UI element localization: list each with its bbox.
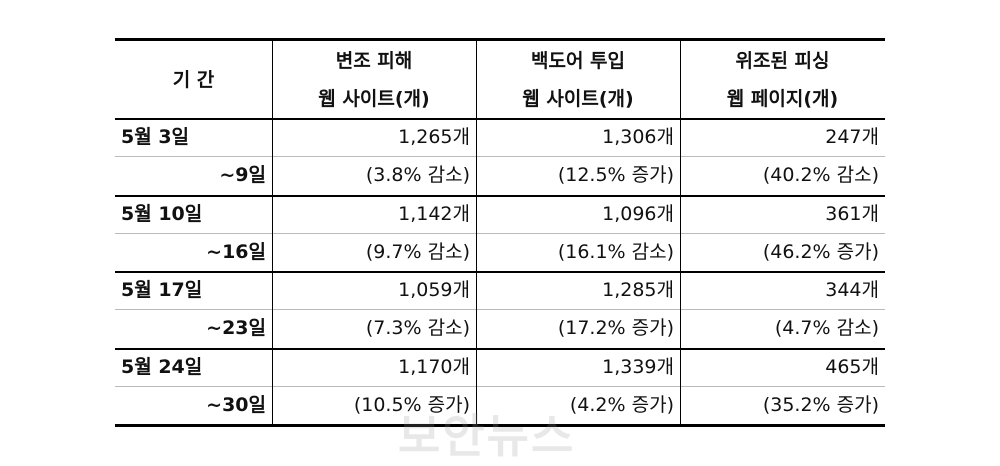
header-text: 웹 사이트(개) <box>318 88 430 110</box>
cell: 1,306개 <box>602 126 674 148</box>
top-border <box>115 38 885 41</box>
group-divider <box>115 347 885 350</box>
header-text: 변조 피해 <box>335 50 413 72</box>
cell: 344개 <box>825 279 879 301</box>
header-text: 웹 페이지(개) <box>726 88 839 110</box>
cell: 1,339개 <box>602 355 674 378</box>
cell: (12.5% 증가) <box>557 164 674 187</box>
header-border <box>115 118 885 120</box>
period: 5월 24일 <box>121 355 203 378</box>
period: ~9일 <box>219 164 266 187</box>
header-text: 위조된 피싱 <box>735 50 830 72</box>
period: ~30일 <box>206 393 266 416</box>
cell: 1,285개 <box>602 279 674 301</box>
watermark: 보안뉴스 <box>398 409 576 463</box>
cell: (10.5% 증가) <box>353 393 470 416</box>
cell: (9.7% 감소) <box>365 240 470 263</box>
header-text: 백도어 투입 <box>530 50 625 72</box>
cell: 1,142개 <box>398 202 470 225</box>
column-divider <box>476 38 477 424</box>
header-text: 웹 사이트(개) <box>522 88 634 110</box>
column-divider <box>272 38 273 424</box>
cell: (16.1% 감소) <box>557 240 674 263</box>
column-divider <box>680 38 681 424</box>
row-divider <box>115 309 885 311</box>
period: ~23일 <box>206 317 266 340</box>
cell: 1,265개 <box>398 126 470 148</box>
cell: 361개 <box>825 202 879 225</box>
cell: 1,059개 <box>398 279 470 301</box>
cell: (40.2% 감소) <box>762 164 879 187</box>
row-divider <box>115 385 885 387</box>
period: 5월 17일 <box>121 279 203 301</box>
cell: 465개 <box>825 355 879 378</box>
row-divider <box>115 232 885 234</box>
cell: (4.7% 감소) <box>774 317 879 340</box>
period: ~16일 <box>206 240 266 263</box>
row-divider <box>115 156 885 158</box>
bottom-border <box>115 424 885 427</box>
cell: (46.2% 증가) <box>762 240 879 263</box>
period: 5월 10일 <box>121 202 203 225</box>
cell: (4.2% 증가) <box>569 393 674 416</box>
group-divider <box>115 271 885 273</box>
cell: (3.8% 감소) <box>365 164 470 187</box>
cell: (17.2% 증가) <box>557 317 674 340</box>
cell: (7.3% 감소) <box>365 317 470 340</box>
period: 5월 3일 <box>121 126 190 148</box>
cell: 1,096개 <box>602 202 674 225</box>
cell: 1,170개 <box>398 355 470 378</box>
header-text: 기 간 <box>172 69 215 91</box>
cell: (35.2% 증가) <box>762 393 879 416</box>
group-divider <box>115 194 885 197</box>
cell: 247개 <box>825 126 879 148</box>
